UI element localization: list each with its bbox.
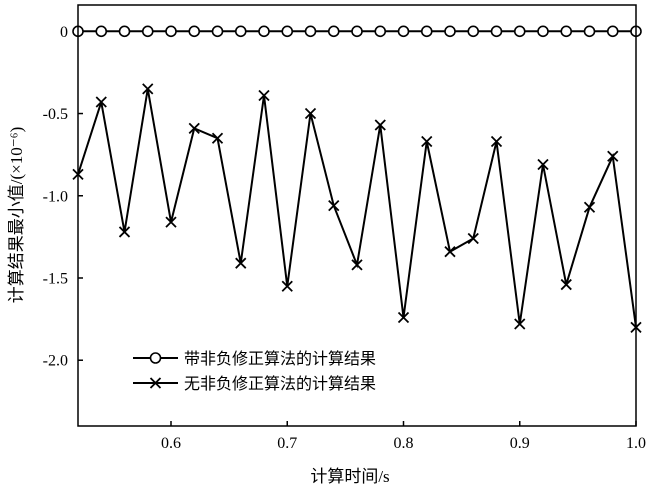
cross-marker xyxy=(490,135,503,148)
cross-marker xyxy=(374,119,386,131)
legend-label-1: 带非负修正算法的计算结果 xyxy=(184,349,376,368)
cross-marker xyxy=(467,232,479,245)
cross-marker xyxy=(281,280,293,292)
series-layer xyxy=(72,25,642,333)
cross-marker xyxy=(421,135,433,148)
cross-marker xyxy=(444,246,456,258)
series-2 xyxy=(72,83,642,333)
circle-marker xyxy=(537,25,549,38)
legend-entry-1: 带非负修正算法的计算结果 xyxy=(133,349,376,368)
cross-marker xyxy=(397,311,410,324)
circle-marker xyxy=(118,25,131,38)
y-tick-label: -1.5 xyxy=(43,270,68,287)
cross-marker xyxy=(118,226,131,238)
cross-marker xyxy=(583,201,596,213)
cross-marker xyxy=(258,89,270,102)
circle-marker xyxy=(444,25,456,38)
cross-marker xyxy=(211,132,224,144)
circle-marker xyxy=(397,25,410,38)
legend: 带非负修正算法的计算结果 无非负修正算法的计算结果 xyxy=(133,349,376,393)
x-tick-label: 0.7 xyxy=(277,435,297,452)
cross-marker xyxy=(560,278,572,291)
cross-marker xyxy=(95,96,107,108)
circle-marker xyxy=(95,25,108,38)
circle-marker xyxy=(513,25,526,38)
legend-circle-marker xyxy=(149,352,162,364)
circle-marker xyxy=(560,25,573,38)
circle-marker xyxy=(281,25,294,38)
cross-marker xyxy=(188,122,200,134)
y-tick-label: 0 xyxy=(60,24,68,41)
x-tick-label: 1.0 xyxy=(626,435,646,452)
circle-marker xyxy=(258,25,270,38)
circle-marker xyxy=(188,25,201,38)
legend-entry-2: 无非负修正算法的计算结果 xyxy=(133,374,376,393)
cross-marker xyxy=(235,257,247,269)
circle-marker xyxy=(606,25,619,38)
cross-marker xyxy=(351,259,363,271)
y-tick-label: -1.0 xyxy=(43,188,68,205)
series-1 xyxy=(72,25,642,38)
legend-cross-marker xyxy=(149,377,162,389)
x-tick-label: 0.6 xyxy=(161,435,181,452)
circle-marker xyxy=(467,25,480,38)
cross-marker xyxy=(304,107,317,120)
cross-marker xyxy=(607,150,619,162)
x-axis-label: 计算时间/s xyxy=(310,467,389,486)
circle-marker xyxy=(374,25,387,38)
circle-marker xyxy=(141,25,154,38)
circle-marker xyxy=(211,25,224,38)
cross-marker xyxy=(514,318,526,330)
cross-marker xyxy=(328,199,340,212)
circle-marker xyxy=(351,25,363,38)
cross-marker xyxy=(537,158,549,171)
series-line-2 xyxy=(77,88,637,328)
cross-marker xyxy=(142,83,154,95)
circle-marker xyxy=(234,25,247,38)
circle-marker xyxy=(420,25,433,38)
circle-marker xyxy=(165,25,177,38)
cross-marker xyxy=(165,216,177,228)
x-tick-label: 0.8 xyxy=(394,435,414,452)
circle-marker xyxy=(490,25,503,38)
circle-marker xyxy=(327,25,340,38)
plot-frame xyxy=(77,4,637,427)
y-tick-label: -0.5 xyxy=(43,106,68,123)
y-tick-label: -2.0 xyxy=(43,353,68,370)
circle-marker xyxy=(583,25,596,38)
circle-marker xyxy=(304,25,317,38)
x-tick-label: 0.9 xyxy=(510,435,530,452)
y-axis-label: 计算结果最小值/(×10⁻⁶) xyxy=(7,127,26,304)
legend-label-2: 无非负修正算法的计算结果 xyxy=(184,374,376,393)
